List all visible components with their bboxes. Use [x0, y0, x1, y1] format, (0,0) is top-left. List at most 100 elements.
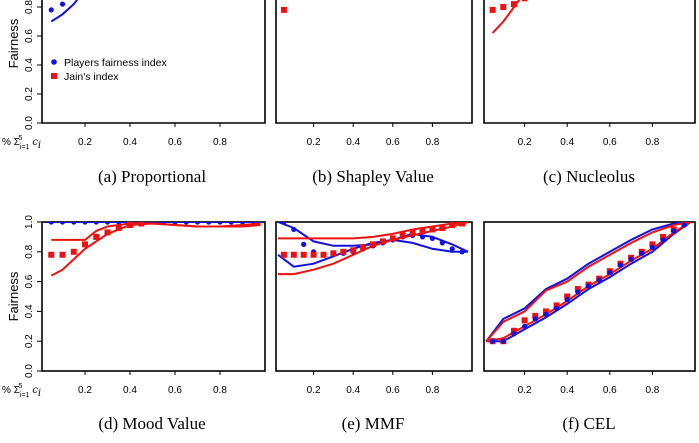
data-point-players	[500, 338, 506, 344]
x-axis-label: % Σi=15 ci	[2, 383, 41, 399]
x-tick-label: 0.2	[307, 385, 321, 396]
data-point-jain	[532, 312, 539, 319]
legend: Players fairness index Jain's index	[51, 57, 167, 83]
x-tick-label: 0.4	[123, 137, 137, 148]
data-point-jain	[489, 6, 496, 13]
chart-panel-5: 0.2 0.4 0.6 0.8 (e) MMF	[275, 221, 473, 433]
data-point-players	[628, 256, 634, 262]
data-point-jain	[553, 302, 560, 309]
data-point-players	[564, 296, 570, 303]
data-point-jain	[330, 250, 337, 257]
data-point-jain	[459, 222, 466, 227]
x-tick-label: 0.2	[518, 385, 532, 396]
plot-frame	[275, 0, 473, 124]
data-point-jain	[574, 286, 581, 293]
x-tick-label: 0.4	[560, 137, 574, 148]
plot-frame	[483, 0, 696, 124]
data-point-players	[681, 222, 687, 228]
data-point-jain	[521, 0, 528, 2]
series-line-jain	[278, 222, 469, 240]
data-point-jain	[521, 317, 528, 324]
chart-panel-2: 0.2 0.4 0.6 0.8 (b) Shapley Value	[275, 0, 473, 186]
data-point-players	[59, 1, 66, 7]
y-tick-label: 0.6	[24, 274, 35, 288]
x-tick-label: 0.6	[603, 385, 617, 396]
data-point-jain	[300, 251, 307, 258]
x-tick-label: 0.2	[307, 137, 321, 148]
series-group	[277, 222, 469, 276]
plot-frame	[41, 221, 266, 372]
panel-caption: (b) Shapley Value	[312, 167, 434, 186]
data-point-players	[419, 234, 426, 240]
data-point-jain	[449, 222, 456, 228]
chart-panel-4: 0.2 0.4 0.6 0.8 0.0 0.2 0.4 0.6 0.8 1.0 Fairness % …	[2, 215, 266, 433]
y-tick-label: 0.4	[24, 58, 35, 72]
x-tick-label: 0.6	[386, 137, 400, 148]
data-point-players	[490, 338, 496, 344]
data-point-players	[660, 237, 666, 243]
data-point-players	[48, 7, 54, 13]
data-point-jain	[649, 241, 656, 248]
x-tick-label: 0.6	[603, 137, 617, 148]
data-point-jain	[93, 233, 100, 240]
data-point-jain	[542, 308, 549, 315]
panel-caption: (e) MMF	[342, 414, 405, 433]
data-point-jain	[70, 248, 77, 255]
chart-panel-3: 0.2 0.4 0.6 0.8 (c) Nucleolus	[483, 0, 696, 186]
data-point-jain	[48, 251, 55, 258]
x-tick-label: 0.8	[213, 137, 227, 148]
data-point-players	[459, 249, 465, 255]
panel-caption: (d) Mood Value	[98, 414, 205, 433]
x-tick-label: 0.4	[346, 137, 360, 148]
series-line-jain	[485, 222, 691, 342]
series-line-players	[50, 0, 79, 23]
x-tick-label: 0.8	[425, 385, 439, 396]
chart-panel-6: 0.2 0.4 0.6 0.8 (f) CEL	[483, 221, 696, 433]
data-point-jain	[360, 244, 367, 251]
data-point-jain	[115, 224, 122, 231]
data-point-players	[585, 283, 592, 289]
data-point-players	[281, 222, 287, 225]
data-point-jain	[660, 233, 667, 240]
data-point-players	[429, 235, 435, 241]
y-tick-label: 0.2	[24, 87, 35, 101]
series-line-jain	[491, 0, 521, 34]
data-point-jain	[59, 251, 66, 258]
series-group	[489, 0, 528, 34]
data-point-jain	[82, 241, 88, 248]
data-point-players	[575, 289, 581, 295]
data-point-jain	[280, 251, 287, 258]
data-point-jain	[510, 327, 517, 334]
data-point-jain	[320, 251, 327, 258]
data-point-jain	[510, 1, 517, 8]
y-tick-label: 0.6	[24, 29, 35, 43]
series-group	[44, 222, 261, 277]
x-tick-label: 0.8	[213, 385, 227, 396]
series-line-jain	[51, 222, 261, 241]
data-point-jain	[370, 241, 376, 248]
series-line-jain	[50, 222, 261, 277]
data-point-jain	[500, 4, 507, 10]
panel-caption: (f) CEL	[562, 414, 615, 433]
data-point-players	[301, 241, 307, 247]
x-tick-label: 0.4	[560, 385, 574, 396]
y-tick-label: 0.4	[24, 304, 35, 318]
data-point-jain	[379, 238, 386, 245]
x-tick-label: 0.2	[78, 385, 92, 396]
x-tick-label: 0.8	[425, 137, 439, 148]
series-line-players	[486, 222, 692, 343]
plot-frame	[41, 0, 266, 124]
data-point-jain	[429, 226, 436, 233]
legend-label-jain: Jain's index	[64, 71, 119, 83]
y-tick-label: 0.2	[24, 334, 35, 348]
data-point-jain	[439, 224, 446, 231]
y-tick-label: 0.8	[24, 244, 35, 258]
series-group	[485, 222, 692, 345]
x-axis-label: % Σi=15 ci	[2, 135, 41, 151]
x-tick-label: 0.2	[518, 137, 532, 148]
data-point-players	[617, 262, 624, 268]
data-point-jain	[389, 235, 396, 242]
data-point-jain	[399, 232, 406, 239]
x-tick-label: 0.4	[346, 385, 360, 396]
x-tick-label: 0.8	[645, 385, 659, 396]
